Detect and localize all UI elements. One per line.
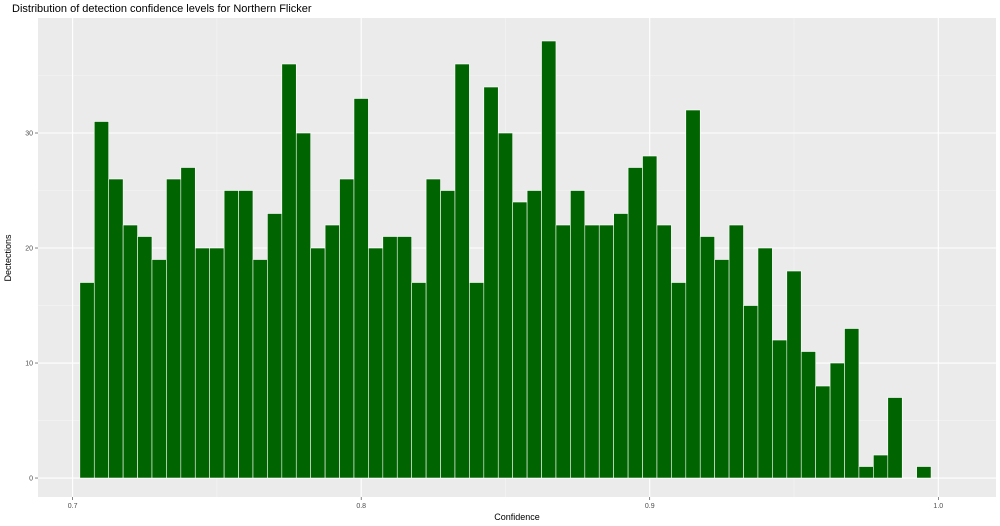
histogram-bar (440, 190, 456, 479)
histogram-bar (166, 178, 182, 479)
histogram-bar (194, 247, 210, 479)
histogram-bar (497, 132, 513, 479)
x-tick-label: 0.8 (356, 503, 366, 510)
histogram-bar (122, 224, 138, 479)
histogram-bar (396, 236, 412, 479)
histogram-bar (541, 40, 557, 479)
histogram-bar (425, 178, 441, 479)
histogram-bar (180, 167, 196, 479)
histogram-bar (223, 190, 239, 479)
histogram-bar (368, 247, 384, 479)
histogram-bar (656, 224, 672, 479)
x-axis-label: Confidence (494, 512, 540, 522)
histogram-bar (469, 282, 485, 479)
histogram-bar (238, 190, 254, 479)
histogram-bar (339, 178, 355, 479)
histogram-bar (454, 63, 470, 479)
y-axis-label: Dectections (3, 234, 13, 282)
y-axis-ticks: 0 10 20 30 (25, 131, 38, 483)
histogram-bar (685, 109, 701, 479)
histogram-bar (555, 224, 571, 479)
histogram-bar (411, 282, 427, 479)
histogram-bar (829, 362, 845, 479)
y-tick-label: 30 (25, 131, 33, 138)
histogram-bar (699, 236, 715, 479)
histogram-bar (108, 178, 124, 479)
histogram-bar (858, 466, 874, 479)
histogram-bar (815, 385, 831, 479)
histogram-bar (714, 259, 730, 479)
bars (79, 40, 932, 479)
histogram-bar (93, 121, 109, 479)
x-tick-label: 0.7 (68, 503, 78, 510)
y-tick-label: 0 (29, 476, 33, 483)
histogram-bar (743, 305, 759, 479)
histogram-bar (151, 259, 167, 479)
histogram-bar (800, 351, 816, 479)
histogram-bar (728, 224, 744, 479)
y-tick-label: 10 (25, 361, 33, 368)
chart-title: Distribution of detection confidence lev… (12, 3, 312, 15)
histogram-bar (772, 339, 788, 479)
histogram-bar (353, 98, 369, 479)
histogram-bar (267, 213, 283, 479)
histogram-bar (757, 247, 773, 479)
x-axis-ticks: 0.7 0.8 0.9 1.0 (68, 497, 943, 510)
histogram-bar (137, 236, 153, 479)
histogram-bar (642, 155, 658, 479)
histogram-bar (209, 247, 225, 479)
histogram-bar (512, 201, 528, 479)
histogram-bar (79, 282, 95, 479)
histogram-bar (916, 466, 932, 479)
histogram-bar (324, 224, 340, 479)
histogram-bar (281, 63, 297, 479)
histogram-bar (627, 167, 643, 479)
histogram-bar (786, 270, 802, 479)
histogram-bar (295, 132, 311, 479)
histogram-bar (252, 259, 268, 479)
histogram-bar (382, 236, 398, 479)
histogram-bar (671, 282, 687, 479)
histogram-bar (887, 397, 903, 479)
histogram-bar (598, 224, 614, 479)
histogram-bar (584, 224, 600, 479)
histogram-bar (873, 454, 889, 479)
histogram-bar (483, 86, 499, 479)
y-tick-label: 20 (25, 246, 33, 253)
x-tick-label: 0.9 (645, 503, 655, 510)
histogram-bar (844, 328, 860, 479)
x-tick-label: 1.0 (933, 503, 943, 510)
histogram-bar (526, 190, 542, 479)
histogram-bar (570, 190, 586, 479)
histogram-bar (310, 247, 326, 479)
histogram-bar (613, 213, 629, 479)
